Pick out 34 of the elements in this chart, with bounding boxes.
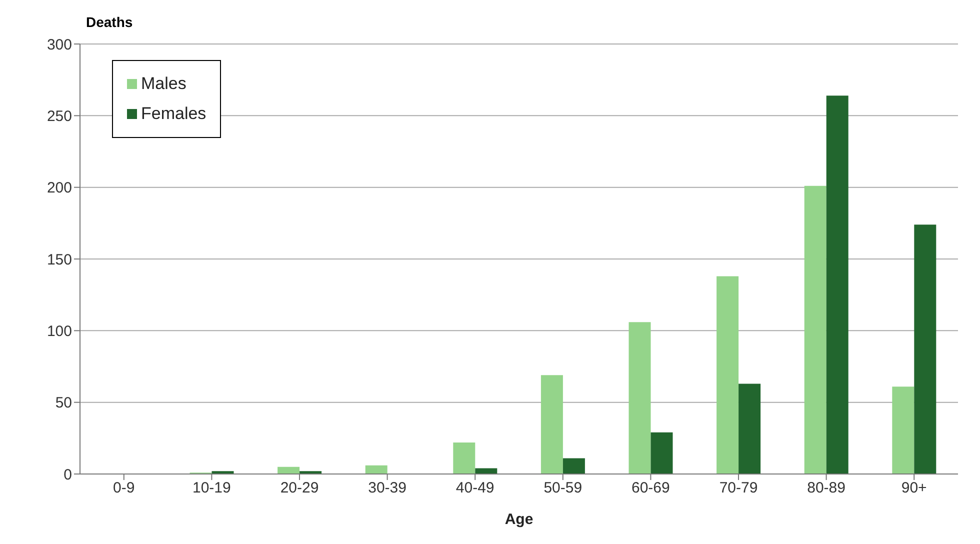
x-tick-label: 40-49	[456, 480, 494, 497]
y-tick-label: 250	[46, 108, 72, 125]
bar	[278, 466, 300, 474]
bar	[453, 442, 476, 474]
bar	[804, 186, 826, 474]
x-axis-title: Age	[504, 511, 534, 528]
x-tick-label: 50-59	[544, 480, 582, 497]
x-tick-label: 80-89	[807, 480, 846, 497]
legend-label: Females	[141, 103, 206, 125]
x-tick-label: 60-69	[632, 480, 670, 497]
y-tick-label: 0	[64, 466, 72, 484]
x-tick-label: 90+	[901, 480, 928, 497]
bar	[914, 224, 936, 474]
bar	[628, 322, 651, 474]
x-tick-label: 0-9	[113, 480, 135, 497]
x-tick-label: 70-79	[719, 480, 758, 497]
y-tick-label: 300	[46, 36, 72, 54]
bar	[650, 432, 673, 474]
bar	[892, 386, 914, 474]
bar	[738, 384, 761, 474]
y-tick-label: 150	[46, 251, 72, 268]
bar	[826, 96, 848, 474]
bar	[540, 375, 563, 474]
y-tick-label: 100	[46, 322, 72, 340]
x-tick-label: 10-19	[192, 480, 231, 497]
bar	[716, 276, 739, 474]
legend-label: Males	[141, 73, 186, 95]
y-tick-label: 50	[55, 394, 72, 412]
bar	[365, 465, 388, 474]
x-tick-label: 20-29	[280, 480, 319, 497]
bar	[562, 458, 585, 474]
y-tick-label: 200	[46, 180, 72, 197]
x-tick-label: 30-39	[368, 480, 406, 497]
y-axis-title: Deaths	[86, 14, 133, 30]
